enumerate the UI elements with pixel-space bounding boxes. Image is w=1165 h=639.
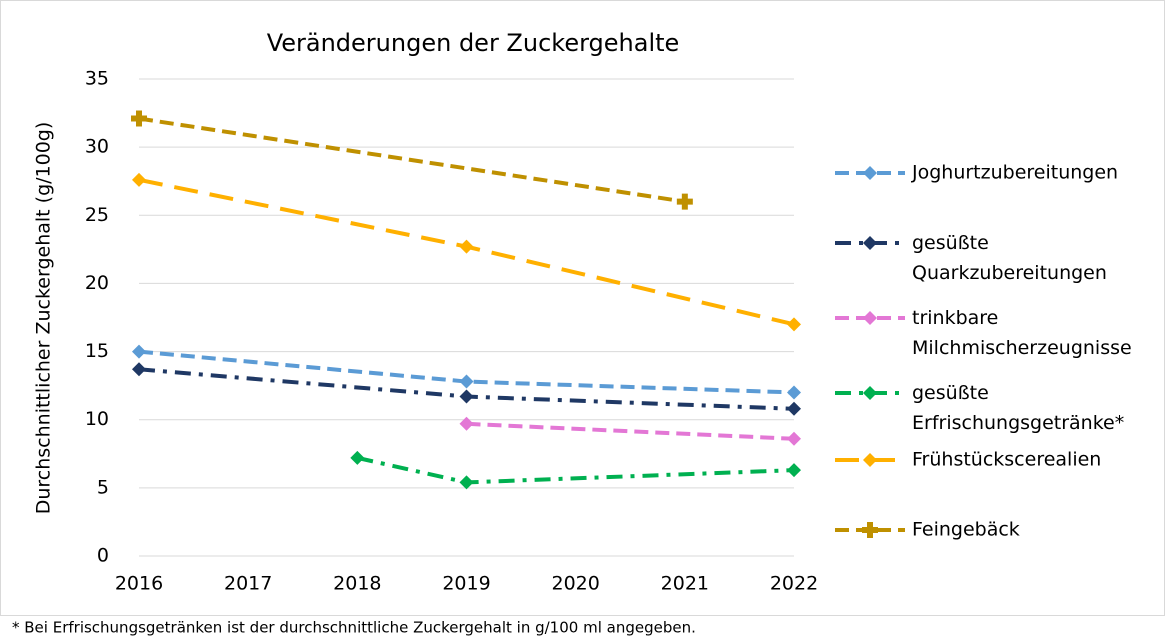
- marker: [459, 475, 474, 490]
- marker: [787, 317, 801, 332]
- x-tick-label: 2020: [551, 573, 599, 595]
- legend-label: trinkbare Milchmischerzeugnisse: [912, 307, 1132, 359]
- marker: [350, 450, 365, 465]
- legend-line: trinkbare: [912, 307, 998, 329]
- legend-line: gesüßte: [912, 232, 989, 254]
- marker: [132, 362, 146, 377]
- x-tick-label: 2018: [333, 573, 381, 595]
- marker: [787, 401, 801, 416]
- legend-line: Milchmischerzeugnisse: [912, 337, 1132, 359]
- series-line: [466, 421, 795, 441]
- legend-line: gesüßte: [912, 382, 989, 404]
- marker: [131, 110, 147, 127]
- legend-label: Frühstückscerealien: [912, 449, 1101, 471]
- marker: [787, 431, 801, 446]
- marker: [787, 385, 801, 400]
- legend-marker: [863, 311, 877, 325]
- legend-marker: [862, 522, 878, 538]
- legend-label: gesüßte Erfrischungsgetränke*: [912, 382, 1124, 434]
- legend-line: Erfrischungsgetränke*: [912, 412, 1124, 434]
- marker: [132, 344, 146, 359]
- x-tick-label: 2017: [224, 573, 272, 595]
- y-tick-label: 20: [85, 272, 109, 294]
- marker: [676, 193, 693, 210]
- series-line: [138, 116, 686, 204]
- marker: [787, 463, 801, 478]
- marker: [459, 389, 474, 404]
- x-tick-label: 2021: [661, 573, 709, 595]
- x-tick-label: 2016: [115, 573, 163, 595]
- y-axis-label: Durchschnittlicher Zuckergehalt (g/100g): [33, 122, 55, 515]
- y-tick-label: 15: [85, 340, 109, 362]
- legend-marker: [863, 166, 877, 180]
- y-tick-label: 5: [97, 476, 109, 498]
- chart-frame: [0, 0, 1165, 616]
- legend-label: Feingebäck: [912, 519, 1020, 541]
- marker: [459, 239, 474, 254]
- legend-line: Quarkzubereitungen: [912, 262, 1107, 284]
- chart-title: Veränderungen der Zuckergehalte: [267, 29, 680, 57]
- y-tick-label: 35: [85, 68, 109, 90]
- footnote: * Bei Erfrischungsgetränken ist der durc…: [12, 619, 696, 637]
- y-tick-label: 10: [85, 408, 109, 430]
- marker: [459, 374, 474, 389]
- y-tick-label: 25: [85, 204, 109, 226]
- legend-marker: [863, 453, 877, 467]
- legend-label: gesüßte Quarkzubereitungen: [912, 232, 1107, 284]
- y-tick-label: 30: [85, 136, 109, 158]
- x-tick-label: 2019: [442, 573, 490, 595]
- legend-label: Joghurtzubereitungen: [911, 162, 1118, 184]
- x-tick-label: 2022: [770, 573, 818, 595]
- legend-marker: [863, 236, 877, 250]
- marker: [132, 172, 146, 187]
- legend-marker: [863, 386, 877, 400]
- marker: [459, 416, 474, 431]
- y-tick-label: 0: [97, 545, 109, 567]
